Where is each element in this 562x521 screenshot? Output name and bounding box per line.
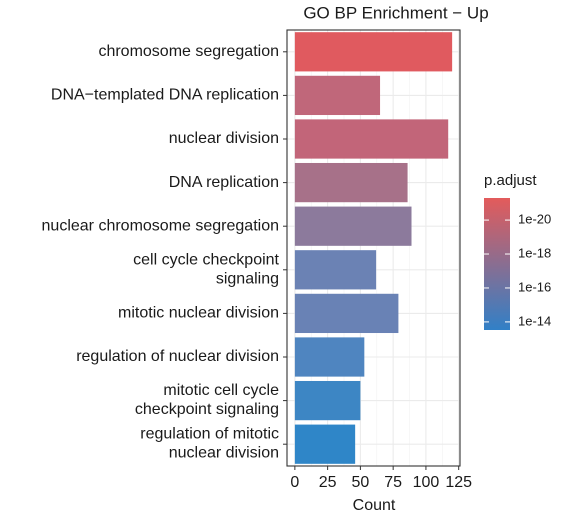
panel-border bbox=[286, 29, 461, 467]
y-tick-label: chromosome segregation bbox=[98, 43, 279, 60]
y-tick-label: nuclear chromosome segregation bbox=[42, 217, 279, 234]
colorbar bbox=[484, 198, 510, 330]
x-tick-label: 75 bbox=[384, 474, 402, 491]
x-tick-label: 0 bbox=[290, 474, 299, 491]
bar bbox=[294, 380, 361, 421]
bar bbox=[294, 424, 356, 464]
bar bbox=[294, 206, 412, 246]
chart-title: GO BP Enrichment − Up bbox=[303, 3, 488, 22]
y-tick-label: DNA replication bbox=[169, 174, 279, 191]
y-tick-label: mitotic nuclear division bbox=[118, 305, 279, 322]
colorbar-tick-label: 1e-18 bbox=[518, 245, 551, 260]
x-tick-label: 125 bbox=[445, 474, 472, 491]
y-tick-label: DNA−templated DNA replication bbox=[51, 87, 279, 104]
colorbar-tick-label: 1e-16 bbox=[518, 279, 551, 294]
x-tick-label: 100 bbox=[413, 474, 440, 491]
y-tick-label: cell cycle checkpoint signaling bbox=[133, 252, 279, 288]
legend-title: p.adjust bbox=[484, 172, 537, 189]
bar bbox=[294, 119, 449, 159]
x-tick-label: 25 bbox=[319, 474, 337, 491]
y-tick-label: mitotic cell cycle checkpoint signaling bbox=[135, 382, 279, 418]
bar bbox=[294, 32, 453, 72]
x-axis-label: Count bbox=[353, 497, 396, 514]
x-tick-label: 50 bbox=[351, 474, 369, 491]
bar bbox=[294, 337, 365, 377]
y-tick-label: regulation of mitotic nuclear division bbox=[140, 426, 279, 462]
y-tick-label: regulation of nuclear division bbox=[76, 348, 279, 365]
bar bbox=[294, 162, 408, 203]
bar bbox=[294, 250, 377, 290]
y-tick-label: nuclear division bbox=[169, 130, 279, 147]
bar bbox=[294, 75, 381, 116]
colorbar-tick-label: 1e-14 bbox=[518, 313, 551, 328]
colorbar-tick-label: 1e-20 bbox=[518, 212, 551, 227]
bar bbox=[294, 293, 399, 334]
